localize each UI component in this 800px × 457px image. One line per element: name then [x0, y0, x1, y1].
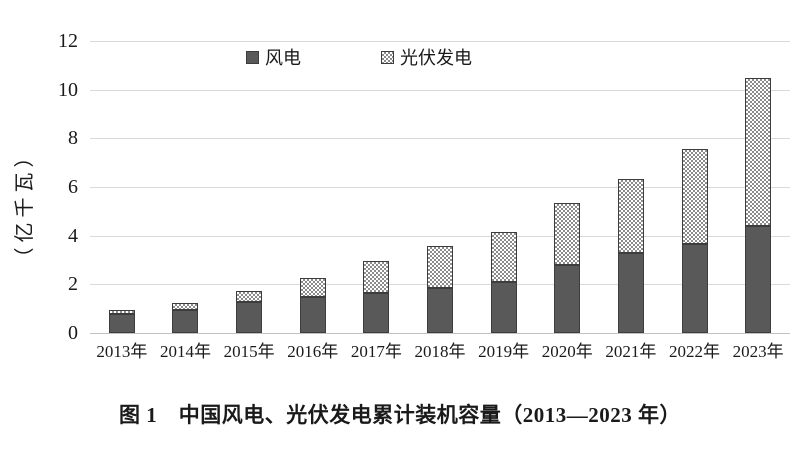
bar-segment-wind-2017年 — [363, 293, 390, 333]
x-tick-label: 2015年 — [223, 342, 275, 361]
bar-segment-solar-2015年 — [236, 291, 263, 302]
legend-item-wind: 风电 — [246, 44, 301, 70]
gridline — [90, 89, 790, 91]
bar-segment-wind-2014年 — [172, 309, 199, 333]
bar-segment-wind-2015年 — [236, 301, 263, 333]
gridline — [90, 138, 790, 140]
y-tick-label: 8 — [68, 127, 78, 150]
gridline — [90, 41, 790, 42]
y-tick-label: 0 — [68, 322, 78, 344]
x-tick-label: 2016年 — [287, 342, 339, 361]
bar-segment-solar-2020年 — [554, 203, 581, 265]
legend-label: 光伏发电 — [400, 48, 472, 68]
bar-segment-solar-2019年 — [490, 232, 517, 282]
bar-segment-solar-2013年 — [108, 309, 135, 315]
bar-segment-solar-2022年 — [681, 148, 708, 245]
figure-caption: 图 1 中国风电、光伏发电累计装机容量（2013—2023 年） — [119, 403, 681, 427]
x-tick-label: 2023年 — [732, 342, 784, 361]
x-tick-label: 2017年 — [350, 342, 402, 361]
x-tick-label: 2014年 — [159, 342, 211, 361]
gridline — [90, 187, 790, 188]
legend-label: 风电 — [265, 48, 301, 68]
x-tick-label: 2020年 — [541, 342, 593, 361]
bar-segment-solar-2021年 — [617, 178, 644, 254]
y-tick-label: 12 — [58, 30, 78, 52]
y-tick-label: 4 — [68, 224, 78, 247]
bar-segment-wind-2020年 — [554, 264, 581, 333]
wind-swatch-icon — [246, 50, 259, 64]
bar-segment-solar-2017年 — [363, 261, 390, 294]
bar-segment-wind-2016年 — [299, 296, 326, 333]
y-tick-label: 2 — [68, 273, 78, 296]
bar-segment-solar-2014年 — [172, 302, 199, 310]
x-tick-label: 2021年 — [605, 342, 657, 361]
bar-segment-solar-2023年 — [745, 77, 772, 226]
legend: 风电 光伏发电 — [246, 44, 472, 70]
bar-segment-wind-2022年 — [681, 244, 708, 333]
bar-segment-wind-2021年 — [617, 253, 644, 333]
x-tick-label: 2019年 — [478, 342, 530, 361]
y-tick-label: 6 — [68, 176, 78, 198]
x-tick-label: 2013年 — [96, 342, 148, 361]
solar-swatch-icon — [381, 50, 394, 64]
legend-item-solar: 光伏发电 — [381, 44, 472, 70]
gridline — [90, 235, 790, 237]
bar-segment-solar-2016年 — [299, 278, 326, 297]
x-tick-label: 2018年 — [414, 342, 466, 361]
y-tick-label: 10 — [58, 78, 78, 101]
bar-segment-wind-2023年 — [745, 225, 772, 333]
x-tick-label: 2022年 — [669, 342, 721, 361]
bar-segment-wind-2018年 — [427, 288, 453, 333]
bar-segment-solar-2018年 — [427, 245, 453, 289]
bar-segment-wind-2013年 — [108, 314, 135, 333]
x-axis-line — [90, 333, 790, 334]
bar-segment-wind-2019年 — [490, 281, 517, 333]
